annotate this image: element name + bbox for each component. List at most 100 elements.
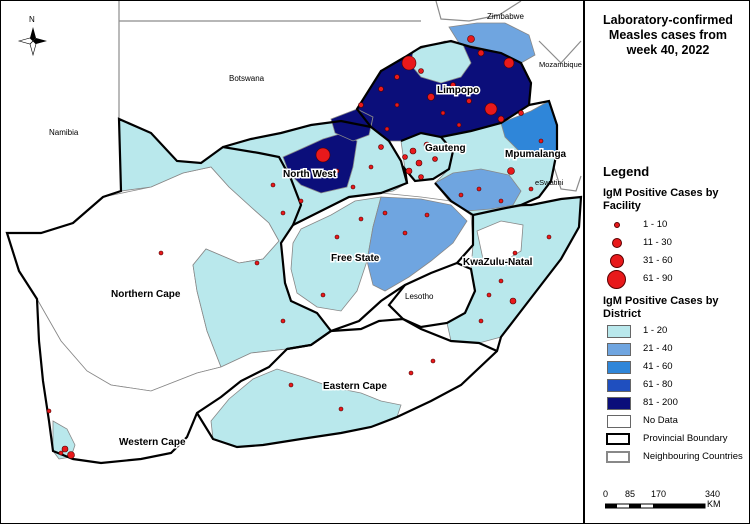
neighbouring-countries-legend: Neighbouring Countries	[603, 449, 749, 465]
map-title-line-3: week 40, 2022	[626, 43, 710, 57]
case-point	[432, 156, 438, 162]
case-point	[58, 450, 64, 456]
case-point	[401, 55, 417, 71]
case-point	[288, 382, 294, 388]
case-point	[498, 198, 504, 204]
map-canvas: N Zimbabwe Mozambique Botswana Namibia e…	[5, 1, 583, 465]
case-point	[467, 35, 475, 43]
case-point	[507, 167, 515, 175]
district-class-3: 41 - 60	[603, 359, 749, 375]
facility-dot-xlarge	[607, 270, 626, 289]
case-point	[382, 210, 388, 216]
case-point	[538, 138, 544, 144]
case-point	[427, 93, 435, 101]
map-title: Laboratory-confirmed Measles cases from …	[585, 13, 749, 58]
case-point	[378, 144, 384, 150]
case-point	[315, 147, 331, 163]
country-label-lesotho: Lesotho	[405, 292, 434, 301]
neighbouring-borders	[118, 1, 582, 192]
case-point	[418, 174, 424, 180]
case-point	[528, 186, 534, 192]
country-label-namibia: Namibia	[49, 128, 79, 137]
provincial-boundary-symbol	[606, 433, 630, 445]
case-point	[402, 230, 408, 236]
case-point	[415, 159, 423, 167]
provincial-boundary-label: Provincial Boundary	[643, 433, 728, 444]
district-swatch	[607, 415, 631, 428]
case-point	[478, 318, 484, 324]
facility-class-label: 31 - 60	[643, 255, 673, 266]
case-point	[320, 292, 326, 298]
scale-unit-label: KM	[707, 499, 721, 509]
case-point	[509, 297, 517, 305]
district-swatch	[607, 397, 631, 410]
provincial-boundary-legend: Provincial Boundary	[603, 431, 749, 447]
case-point	[409, 147, 417, 155]
case-point	[368, 164, 374, 170]
scale-tick-label: 170	[651, 489, 667, 499]
case-point	[358, 216, 364, 222]
district-class-label: 41 - 60	[643, 361, 673, 372]
facility-class-1: 1 - 10	[603, 217, 749, 233]
facility-class-4: 61 - 90	[603, 270, 749, 289]
north-label: N	[29, 15, 35, 24]
case-point	[450, 82, 456, 88]
case-point	[394, 102, 400, 108]
facility-dot-large	[610, 254, 624, 268]
case-point	[46, 408, 52, 414]
province-label-mpumalanga: Mpumalanga	[505, 149, 567, 160]
limpopo-light-district	[410, 40, 472, 84]
case-point	[418, 68, 424, 74]
district-legend-title: IgM Positive Cases by District	[603, 295, 719, 321]
facility-class-3: 31 - 60	[603, 253, 749, 269]
case-point	[334, 234, 340, 240]
facility-dot-small	[614, 222, 620, 228]
case-point	[280, 318, 286, 324]
district-class-label: 61 - 80	[643, 379, 673, 390]
legend-heading: Legend	[603, 164, 650, 179]
scale-bar: 0 85 170 340 KM	[603, 489, 731, 519]
case-point	[394, 74, 400, 80]
case-point	[338, 406, 344, 412]
district-class-label: No Data	[643, 415, 678, 426]
district-class-6: No Data	[603, 413, 749, 429]
case-point	[477, 49, 485, 57]
map-labels: N Zimbabwe Mozambique Botswana Namibia e…	[29, 12, 582, 450]
province-label-free-state: Free State	[331, 253, 380, 264]
case-point	[158, 250, 164, 256]
case-point	[424, 212, 430, 218]
province-label-north-west: North West	[283, 169, 337, 180]
facility-legend-title: IgM Positive Cases by Facility	[603, 187, 719, 213]
free-state-mid-district	[366, 196, 468, 292]
case-point	[476, 186, 482, 192]
case-point	[440, 110, 446, 116]
district-class-label: 21 - 40	[643, 343, 673, 354]
province-label-kwazulu-natal: KwaZulu-Natal	[463, 257, 533, 268]
kwazulu-natal-white-district	[476, 220, 524, 264]
district-swatch	[607, 343, 631, 356]
district-class-label: 1 - 20	[643, 325, 668, 336]
facility-class-label: 1 - 10	[643, 219, 668, 230]
country-label-mozambique: Mozambique	[539, 60, 582, 69]
district-swatch	[607, 361, 631, 374]
province-label-gauteng: Gauteng	[425, 143, 466, 154]
facility-legend-title-line-1: IgM Positive Cases by	[603, 187, 719, 199]
map-title-line-2: Measles cases from	[608, 28, 728, 42]
district-legend-title-line-1: IgM Positive Cases by	[603, 295, 719, 307]
case-point	[402, 154, 408, 160]
compass-rose-icon	[17, 27, 47, 57]
case-point	[358, 102, 364, 108]
case-point	[298, 198, 304, 204]
free-state-light-district	[290, 196, 382, 312]
district-class-1: 1 - 20	[603, 323, 749, 339]
province-label-limpopo: Limpopo	[437, 85, 479, 96]
case-point	[280, 210, 286, 216]
case-point	[498, 278, 504, 284]
facility-class-label: 61 - 90	[643, 273, 673, 284]
facility-dot-medium	[612, 238, 622, 248]
case-point	[61, 445, 69, 453]
scale-tick-label: 340	[705, 489, 721, 499]
map-area: N Zimbabwe Mozambique Botswana Namibia e…	[1, 1, 583, 523]
case-point	[486, 292, 492, 298]
